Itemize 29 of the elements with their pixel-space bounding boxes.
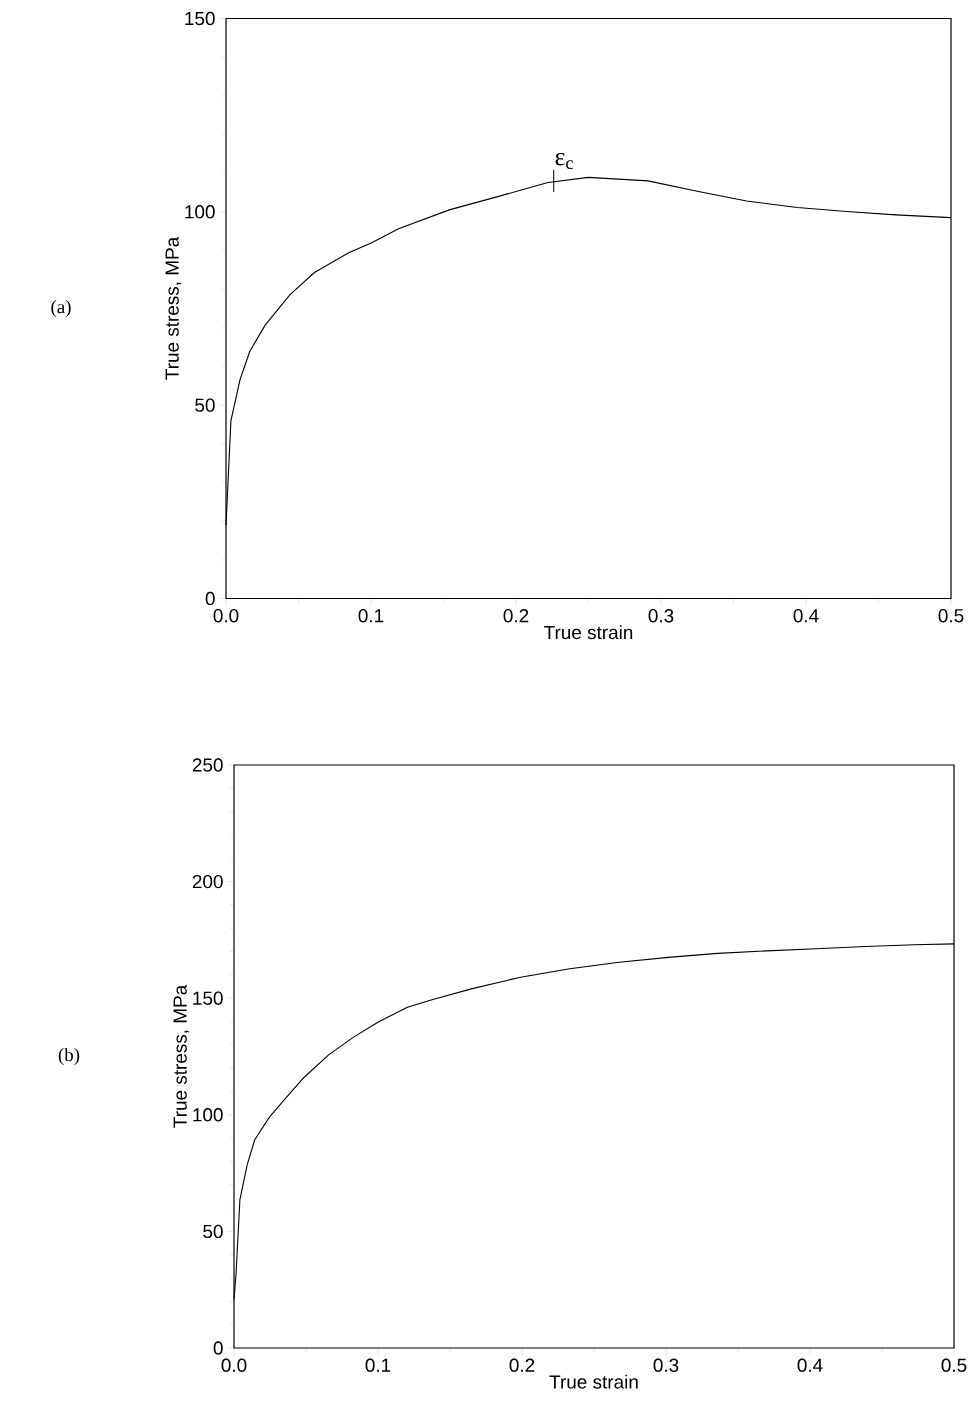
x-tick-label: 0.1 bbox=[365, 1358, 391, 1372]
x-tick-label: 0.4 bbox=[793, 609, 819, 623]
y-axis-title: True stress, MPa bbox=[165, 236, 182, 380]
x-tick-label: 0.5 bbox=[938, 609, 964, 623]
y-tick-label: 100 bbox=[193, 1108, 223, 1122]
x-tick-label: 0.3 bbox=[648, 609, 674, 623]
y-tick-label: 250 bbox=[192, 758, 223, 772]
y-tick-label: 50 bbox=[195, 398, 215, 412]
y-tick-label: 0 bbox=[213, 1341, 223, 1355]
x-tick-label: 0.5 bbox=[941, 1358, 967, 1372]
y-tick-label: 200 bbox=[192, 874, 223, 889]
y-tick-label: 100 bbox=[185, 205, 215, 219]
x-tick-label: 0.0 bbox=[221, 1358, 247, 1372]
x-axis-title: True strain bbox=[549, 1374, 638, 1389]
y-tick-label: 0 bbox=[205, 591, 215, 606]
x-tick-label: 0.3 bbox=[653, 1358, 679, 1372]
x-tick-label: 0.2 bbox=[509, 1358, 535, 1372]
x-tick-label: 0.4 bbox=[797, 1358, 823, 1372]
y-tick-label: 150 bbox=[193, 991, 223, 1005]
x-tick-label: 0.2 bbox=[503, 609, 529, 623]
x-axis-title: True strain bbox=[544, 625, 633, 640]
x-tick-label: 0.0 bbox=[213, 609, 239, 623]
annotation: ε$_{c}$ bbox=[555, 152, 573, 170]
x-tick-label: 0.1 bbox=[358, 609, 384, 623]
text: (b) bbox=[58, 1047, 80, 1066]
y-tick-label: 50 bbox=[203, 1224, 223, 1239]
y-axis-title: True stress, MPa bbox=[173, 984, 190, 1128]
text: (a) bbox=[51, 299, 71, 318]
y-tick-label: 150 bbox=[185, 11, 215, 26]
